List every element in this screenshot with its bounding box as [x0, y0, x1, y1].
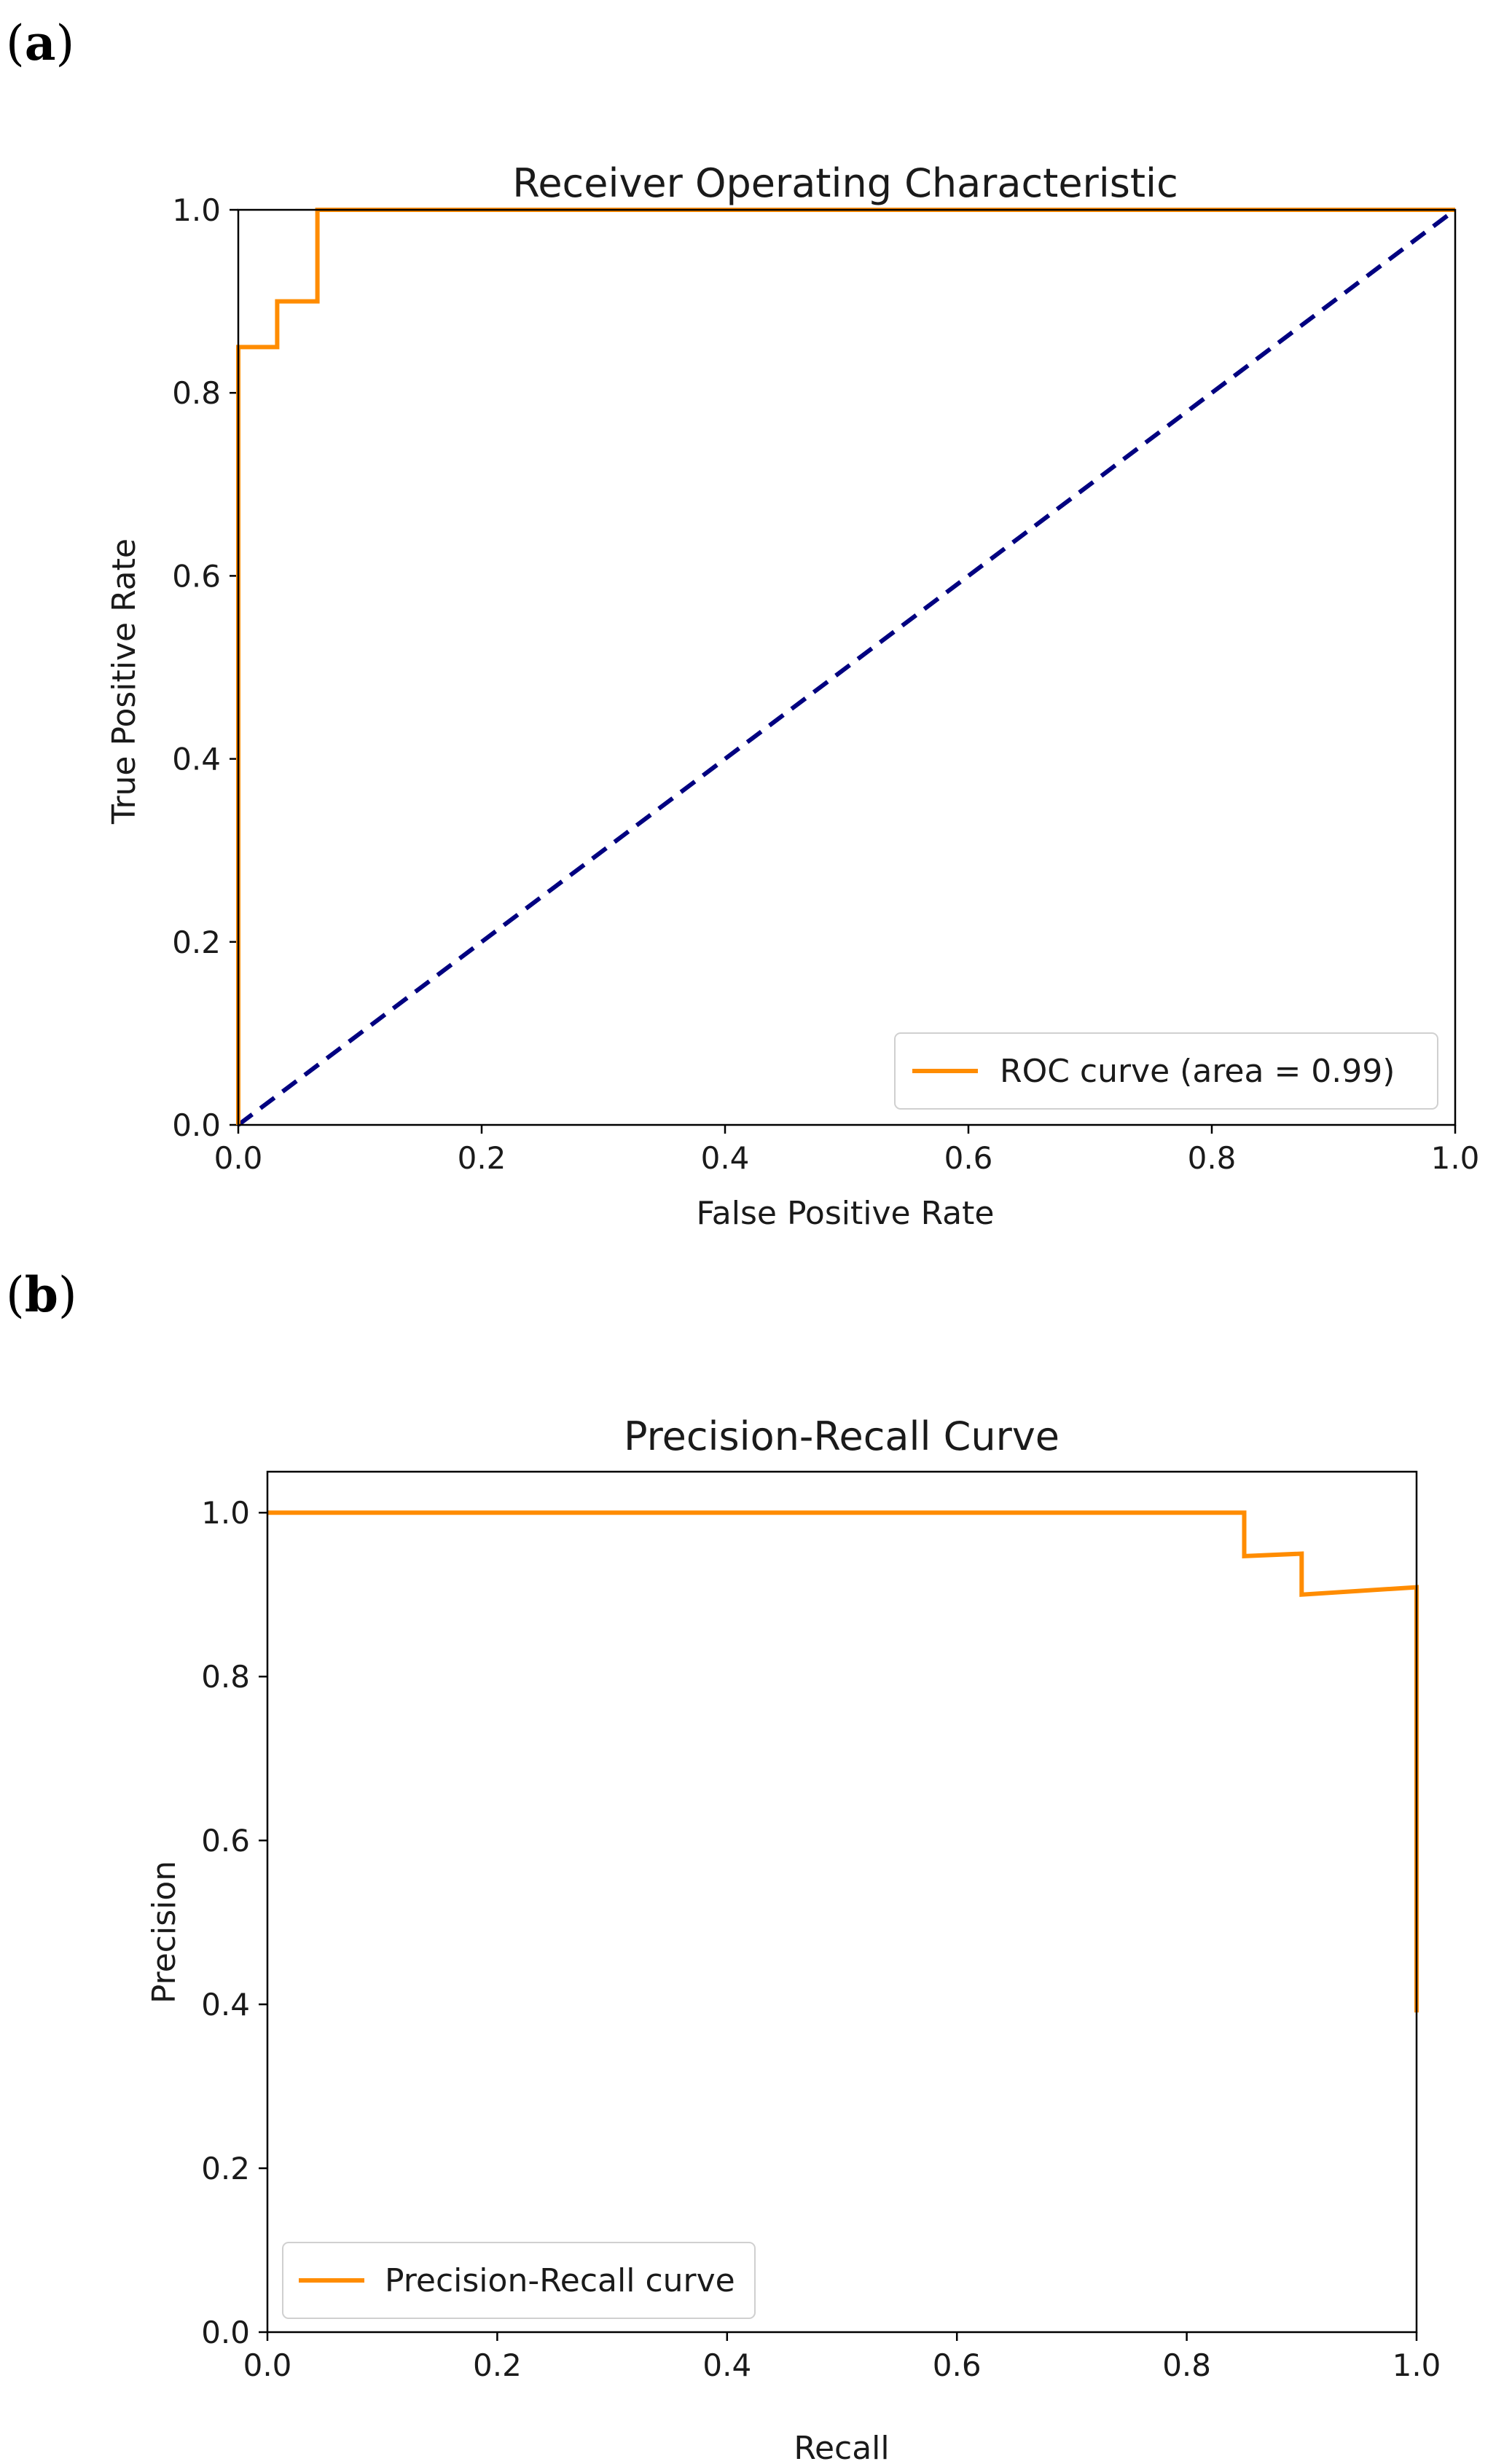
pr-y-tick-label: 0.2 [201, 2151, 250, 2186]
roc-legend-label: ROC curve (area = 0.99) [1000, 1053, 1395, 1090]
roc-legend: ROC curve (area = 0.99) [894, 1032, 1438, 1110]
pr-y-tick-label: 1.0 [201, 1495, 250, 1531]
panel-label-a-close: ) [56, 15, 75, 71]
pr-y-axis-label: Precision [146, 1861, 183, 2004]
pr-y-tick-label: 0.0 [201, 2315, 250, 2350]
roc-y-tick-label: 0.6 [172, 558, 221, 594]
roc-y-tick-label: 0.0 [172, 1107, 221, 1143]
pr-ticks: 0.0 0.2 0.4 0.6 0.8 1.0 0.0 0.2 0.4 0.6 0.8 1.0 [201, 1495, 1441, 2383]
pr-x-tick-label: 0.8 [1162, 2347, 1211, 2383]
roc-plot-frame [237, 208, 1457, 1126]
roc-x-axis-label: False Positive Rate [697, 1195, 995, 1232]
panel-label-a: (a) [6, 15, 74, 71]
roc-x-tick-label: 0.4 [701, 1140, 750, 1176]
panel-label-b-close: ) [58, 1267, 77, 1323]
roc-x-tick-label: 0.0 [214, 1140, 263, 1176]
roc-y-tick-label: 1.0 [172, 192, 221, 228]
roc-y-tick-label: 0.4 [172, 742, 221, 777]
pr-x-tick-label: 0.0 [243, 2347, 292, 2383]
roc-series [236, 208, 1457, 1127]
roc-legend-box [894, 1032, 1438, 1110]
panel-label-a-open: ( [6, 15, 25, 71]
roc-chart: Receiver Operating Characteristic False … [106, 160, 1479, 1232]
roc-x-tick-label: 0.6 [944, 1140, 993, 1176]
pr-x-tick-label: 0.6 [933, 2347, 982, 2383]
pr-legend-label: Precision-Recall curve [385, 2262, 735, 2299]
roc-x-tick-label: 0.8 [1188, 1140, 1237, 1176]
pr-y-tick-label: 0.6 [201, 1823, 250, 1859]
pr-chart-title: Precision-Recall Curve [624, 1413, 1060, 1459]
pr-x-tick-label: 0.2 [473, 2347, 522, 2383]
roc-ticks: 0.0 0.2 0.4 0.6 0.8 1.0 0.0 0.2 0.4 0.6 0.8 1.0 [172, 192, 1479, 1176]
roc-x-tick-label: 1.0 [1431, 1140, 1480, 1176]
pr-x-tick-label: 0.4 [702, 2347, 751, 2383]
pr-plot-frame [266, 1470, 1418, 2334]
roc-y-tick-label: 0.2 [172, 925, 221, 960]
pr-legend-box [282, 2242, 756, 2319]
panel-label-b-letter: b [25, 1266, 58, 1323]
roc-chart-title: Receiver Operating Characteristic [512, 160, 1178, 206]
panel-label-a-letter: a [25, 15, 56, 71]
roc-series-chance [237, 208, 1457, 1127]
pr-y-tick-label: 0.8 [201, 1659, 250, 1695]
roc-x-tick-label: 0.2 [458, 1140, 506, 1176]
pr-series [267, 1510, 1419, 2013]
panel-label-b-open: ( [6, 1267, 25, 1323]
pr-series-precision-recall-curve [267, 1510, 1419, 2013]
panel-label-b: (b) [6, 1266, 77, 1323]
roc-y-axis-label: True Positive Rate [106, 538, 143, 825]
roc-y-tick-label: 0.8 [172, 375, 221, 411]
pr-chart: Precision-Recall Curve Recall Precision … [146, 1413, 1441, 2464]
pr-y-tick-label: 0.4 [201, 1987, 250, 2022]
pr-x-tick-label: 1.0 [1393, 2347, 1441, 2383]
pr-legend: Precision-Recall curve [282, 2242, 756, 2319]
pr-x-axis-label: Recall [794, 2430, 889, 2464]
